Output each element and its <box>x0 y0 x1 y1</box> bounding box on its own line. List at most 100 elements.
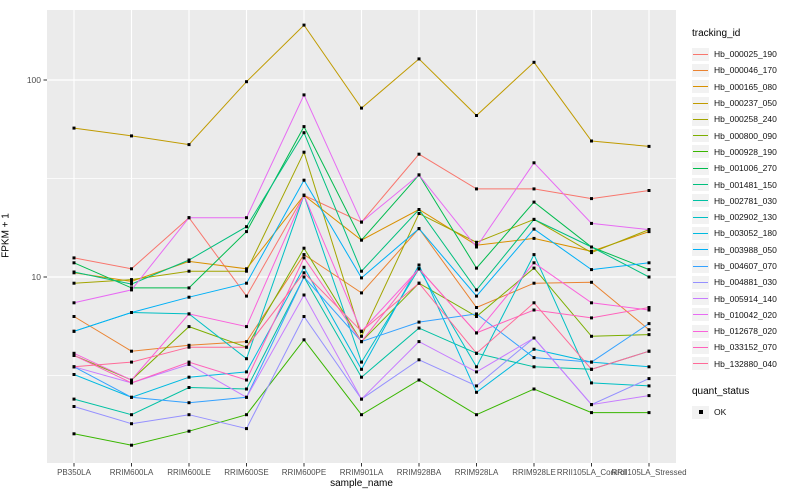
legend-item: Hb_001481_150 <box>692 176 800 192</box>
data-point <box>647 322 651 326</box>
legend-item: Hb_000237_050 <box>692 95 800 111</box>
data-point <box>647 306 651 309</box>
data-point <box>245 345 248 349</box>
data-point <box>647 308 651 312</box>
legend-key-line-icon <box>692 292 709 306</box>
data-point <box>647 377 651 381</box>
data-point <box>532 60 536 64</box>
data-point <box>475 187 478 191</box>
data-point <box>532 281 536 285</box>
legend-key-line-icon <box>692 340 709 354</box>
data-point <box>417 340 421 344</box>
data-point <box>647 384 651 388</box>
data-point <box>647 268 651 272</box>
legend-key-line-icon <box>692 112 709 126</box>
data-point <box>302 256 306 260</box>
data-point <box>245 80 248 84</box>
data-point <box>187 269 191 273</box>
legend-key-line-icon <box>692 145 709 159</box>
legend-item: Hb_000165_080 <box>692 79 800 95</box>
data-point <box>130 288 133 292</box>
data-point <box>475 243 478 247</box>
legend-item: Hb_000800_090 <box>692 127 800 143</box>
legend: tracking_id Hb_000025_190 Hb_000046_170 Hb… <box>692 28 800 420</box>
legend-title-quant-status: quant_status <box>692 385 750 397</box>
data-point <box>532 253 536 257</box>
x-axis-title: sample_name <box>330 478 393 489</box>
data-point <box>417 378 421 382</box>
data-point <box>475 331 478 335</box>
data-point <box>245 387 248 391</box>
y-tick-label: 10 <box>32 272 42 282</box>
legend-item-label: Hb_000258_240 <box>714 114 777 125</box>
data-point <box>647 189 651 192</box>
data-point <box>590 280 593 284</box>
data-point <box>532 261 536 265</box>
data-point <box>130 134 133 138</box>
data-point <box>475 413 478 417</box>
data-point <box>130 378 133 382</box>
legend-item: Hb_000928_190 <box>692 144 800 160</box>
x-tick-label: PB350LA <box>57 468 91 477</box>
data-point <box>72 261 76 265</box>
data-point <box>590 301 593 305</box>
data-point <box>72 256 76 260</box>
data-point <box>417 358 421 362</box>
legend-key-line-icon <box>692 243 709 257</box>
data-point <box>187 312 191 316</box>
legend-item: Hb_002781_030 <box>692 193 800 209</box>
data-point <box>130 381 133 385</box>
legend-item-label: Hb_033152_070 <box>714 342 777 353</box>
data-point <box>532 217 536 221</box>
data-point <box>72 353 76 357</box>
legend-item-label: Hb_000800_090 <box>714 130 777 141</box>
data-point <box>417 267 421 271</box>
data-point <box>360 329 363 333</box>
data-point <box>532 161 536 165</box>
legend-key-line-icon <box>692 226 709 240</box>
legend-item: Hb_000258_240 <box>692 111 800 127</box>
data-point <box>302 125 306 129</box>
legend-item: Hb_003988_050 <box>692 242 800 258</box>
data-point <box>647 328 651 332</box>
data-point <box>532 187 536 191</box>
data-point <box>475 245 478 249</box>
data-point <box>532 227 536 231</box>
legend-items-tracking-id: Hb_000025_190 Hb_000046_170 Hb_000165_080 H… <box>692 46 800 372</box>
data-point <box>647 394 651 398</box>
data-point <box>245 395 248 399</box>
data-point <box>187 360 191 364</box>
legend-item-label: Hb_004607_070 <box>714 261 777 271</box>
legend-key-line-icon <box>692 324 709 338</box>
data-point <box>417 57 421 61</box>
data-point <box>590 367 593 371</box>
data-point <box>475 384 478 388</box>
data-point <box>647 261 651 265</box>
data-point <box>72 281 76 285</box>
data-point <box>475 315 478 318</box>
data-point <box>590 411 593 415</box>
data-point <box>360 269 363 273</box>
legend-key-line-icon <box>692 308 709 322</box>
data-point <box>532 301 536 305</box>
data-point <box>417 281 421 285</box>
data-point <box>72 301 76 305</box>
data-point <box>245 230 248 234</box>
data-point <box>187 345 191 349</box>
legend-key-line-icon <box>692 210 709 224</box>
data-point <box>417 208 421 211</box>
legend-item-label: Hb_132880_040 <box>714 358 777 369</box>
data-point <box>72 315 76 318</box>
y-tick-label: 100 <box>27 75 41 85</box>
data-point <box>187 258 191 262</box>
data-point <box>417 212 421 215</box>
legend-key-square-icon <box>692 405 709 419</box>
legend-item-label: Hb_000165_080 <box>714 81 777 92</box>
data-point <box>245 267 248 271</box>
data-point <box>245 413 248 417</box>
data-point <box>130 395 133 399</box>
data-point <box>130 311 133 314</box>
legend-item-label: Hb_010042_020 <box>714 309 777 320</box>
data-point <box>475 306 478 309</box>
data-point <box>590 381 593 385</box>
